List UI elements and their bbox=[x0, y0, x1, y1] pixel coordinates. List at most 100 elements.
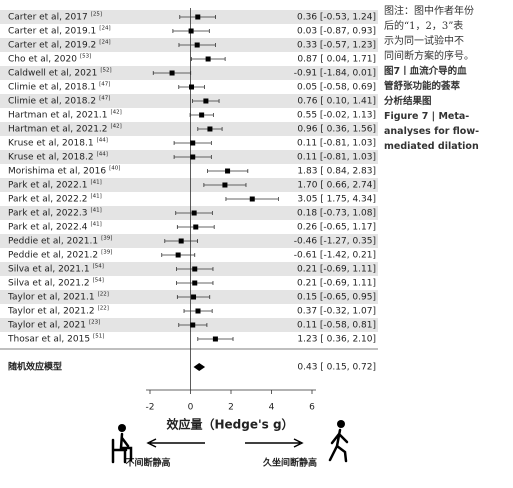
estimate-point bbox=[207, 126, 213, 132]
x-tick-label: 0 bbox=[188, 403, 194, 413]
caption-line: Figure 7 | Meta- bbox=[384, 111, 470, 122]
study-label: Park et al, 2022.1 bbox=[8, 181, 87, 191]
estimate-point bbox=[169, 70, 175, 76]
value-label: 0.15 [-0.65, 0.95] bbox=[297, 293, 376, 303]
study-label: Park et al, 2022.4 bbox=[8, 223, 88, 233]
study-label: Taylor et al, 2021 bbox=[7, 321, 86, 331]
icon-body bbox=[328, 428, 349, 463]
study-ref: [47] bbox=[99, 96, 110, 102]
study-ref: [53] bbox=[80, 54, 91, 60]
study-ref: [41] bbox=[90, 194, 101, 200]
estimate-point bbox=[192, 266, 198, 272]
walking-icon bbox=[328, 420, 349, 463]
icon-head bbox=[118, 424, 126, 432]
estimate-point bbox=[192, 280, 198, 286]
estimate-point bbox=[203, 98, 209, 104]
study-label: Kruse et al, 2018.1 bbox=[8, 139, 94, 149]
study-ref: [22] bbox=[98, 292, 109, 298]
estimate-point bbox=[191, 294, 197, 300]
forest-plot: Carter et al, 2017 [25] 0.36 [-0.53, 1.24]… bbox=[0, 8, 378, 469]
study-label: Carter et al, 2017 bbox=[8, 13, 88, 23]
study-ref: [39] bbox=[101, 250, 112, 256]
summary-label: 随机效应模型 bbox=[8, 361, 62, 373]
study-label: Hartman et al, 2021.1 bbox=[8, 111, 108, 121]
value-label: 0.18 [-0.73, 1.08] bbox=[297, 209, 376, 219]
summary-value-label: 0.43 [ 0.15, 0.72] bbox=[297, 363, 376, 373]
study-label: Thosar et al, 2015 bbox=[7, 335, 90, 345]
left-arrow bbox=[146, 438, 205, 448]
estimate-point bbox=[190, 140, 196, 146]
study-label: Climie et al, 2018.1 bbox=[8, 83, 96, 93]
right-label: 久坐间断静高 bbox=[263, 457, 317, 469]
study-ref: [41] bbox=[90, 222, 101, 228]
study-ref: [23] bbox=[89, 320, 100, 326]
study-ref: [44] bbox=[97, 138, 108, 144]
study-label: Carter et al, 2019.2 bbox=[8, 41, 96, 51]
study-label: Park et al, 2022.3 bbox=[8, 209, 87, 219]
value-label: 0.96 [ 0.36, 1.56] bbox=[297, 125, 376, 135]
estimate-point bbox=[195, 308, 201, 314]
summary-diamond bbox=[193, 363, 206, 371]
caption-line: 图7丨血流介导的血 bbox=[384, 66, 467, 77]
x-tick-label: 4 bbox=[269, 403, 275, 413]
study-ref: [41] bbox=[90, 208, 101, 214]
caption-line: analyses for flow- bbox=[384, 126, 480, 137]
study-label: Taylor et al, 2021.1 bbox=[7, 293, 95, 303]
value-label: 0.05 [-0.58, 0.69] bbox=[297, 83, 376, 93]
study-ref: [42] bbox=[111, 110, 122, 116]
value-label: 0.87 [ 0.04, 1.71] bbox=[297, 55, 376, 65]
study-label: Peddie et al, 2021.2 bbox=[8, 251, 98, 261]
caption-line: 分析结果图 bbox=[384, 96, 432, 107]
row-band bbox=[0, 178, 378, 192]
left-label: 不间断静高 bbox=[125, 457, 170, 469]
right-arrow bbox=[245, 438, 304, 448]
caption-line: 管舒张功能的荟萃 bbox=[384, 81, 461, 92]
study-ref: [25] bbox=[91, 12, 102, 18]
study-ref: [40] bbox=[109, 166, 120, 172]
value-label: -0.61 [-1.42, 0.21] bbox=[294, 251, 376, 261]
caption-line: 同间断方案的序号。 bbox=[384, 51, 474, 62]
estimate-point bbox=[193, 224, 199, 230]
value-label: 0.26 [-0.65, 1.17] bbox=[297, 223, 376, 233]
estimate-point bbox=[212, 336, 218, 342]
value-label: 0.33 [-0.57, 1.23] bbox=[297, 41, 376, 51]
value-label: 0.11 [-0.58, 0.81] bbox=[297, 321, 376, 331]
caption-line: mediated dilation bbox=[384, 141, 479, 152]
value-label: 0.55 [-0.02, 1.13] bbox=[297, 111, 376, 121]
value-label: 0.11 [-0.81, 1.03] bbox=[297, 153, 376, 163]
sitting-icon bbox=[111, 424, 133, 464]
x-axis-title: 效应量（Hedge's g） bbox=[166, 417, 293, 432]
caption: 图注：图中作者年份 后的“1，2，3”表 示为同一试验中不 同间断方案的序号。 图7丨血… bbox=[384, 4, 510, 154]
study-ref: [41] bbox=[90, 180, 101, 186]
study-label: Carter et al, 2019.1 bbox=[8, 27, 96, 37]
estimate-point bbox=[178, 238, 184, 244]
study-ref: [47] bbox=[99, 82, 110, 88]
study-label: Cho et al, 2020 bbox=[8, 55, 77, 65]
row-band bbox=[0, 94, 378, 108]
estimate-point bbox=[188, 28, 194, 34]
study-ref: [54] bbox=[93, 264, 104, 270]
study-ref: [42] bbox=[111, 124, 122, 130]
value-label: 1.70 [ 0.66, 2.74] bbox=[297, 181, 376, 191]
caption-line: 后的“1，2，3”表 bbox=[384, 21, 464, 32]
estimate-point bbox=[205, 56, 211, 62]
caption-line: 示为同一试验中不 bbox=[384, 36, 464, 47]
estimate-point bbox=[222, 182, 228, 188]
row-band bbox=[0, 122, 378, 136]
estimate-point bbox=[195, 14, 201, 20]
x-tick-label: 2 bbox=[228, 403, 234, 413]
value-label: 1.23 [ 0.36, 2.10] bbox=[297, 335, 376, 345]
study-ref: [39] bbox=[101, 236, 112, 242]
value-label: 3.05 [ 1.75, 4.34] bbox=[297, 195, 376, 205]
estimate-point bbox=[249, 196, 255, 202]
icon-body bbox=[111, 432, 133, 464]
value-label: 0.21 [-0.69, 1.11] bbox=[297, 279, 376, 289]
study-ref: [51] bbox=[93, 334, 104, 340]
value-label: 0.11 [-0.81, 1.03] bbox=[297, 139, 376, 149]
estimate-point bbox=[191, 210, 197, 216]
study-label: Hartman et al, 2021.2 bbox=[8, 125, 108, 135]
value-label: -0.91 [-1.84, 0.01] bbox=[294, 69, 376, 79]
estimate-point bbox=[194, 42, 200, 48]
value-label: 0.36 [-0.53, 1.24] bbox=[297, 13, 376, 23]
